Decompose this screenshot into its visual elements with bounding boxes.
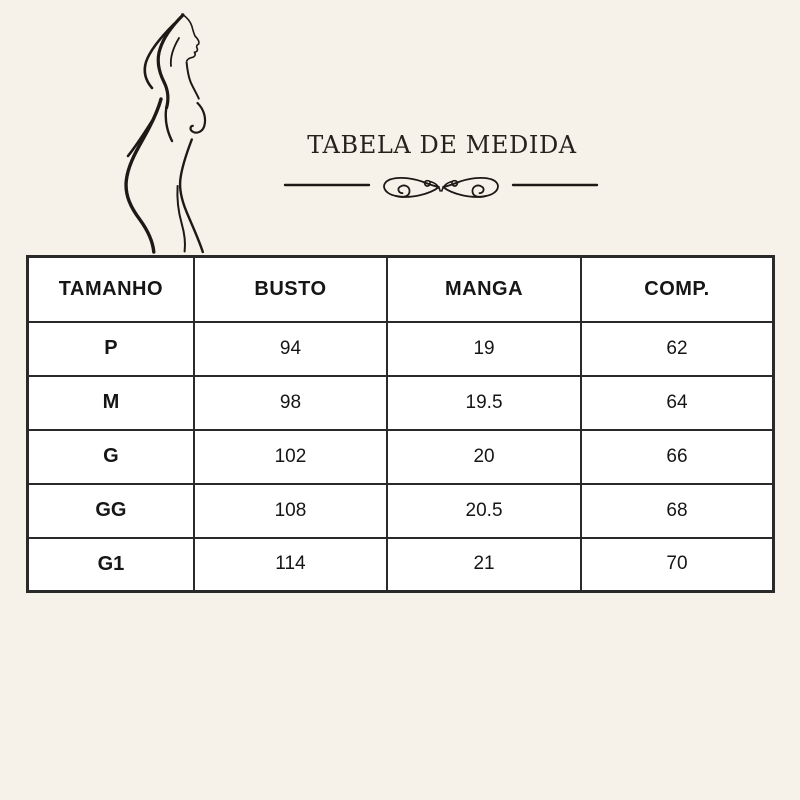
divider-left-spiral <box>395 184 411 198</box>
cell-comp: 62 <box>580 320 775 377</box>
cell-busto: 114 <box>192 536 389 593</box>
divider-center-right-curl <box>441 179 459 192</box>
cell-size: M <box>26 374 195 431</box>
cell-manga: 20 <box>386 428 582 485</box>
face-profile-stroke <box>181 13 200 62</box>
cell-manga: 21 <box>386 536 582 593</box>
hair-lower-stroke <box>164 108 174 143</box>
hair-main-stroke <box>156 13 185 110</box>
divider-right-loop <box>442 176 499 198</box>
page-title: TABELA DE MEDIDA <box>307 131 577 159</box>
inner-leg-stroke <box>176 185 187 253</box>
cell-size: G1 <box>26 536 195 593</box>
size-table: TAMANHO BUSTO MANGA COMP. P 94 19 62 M 9… <box>26 255 775 593</box>
table-row-p: P 94 19 62 <box>26 320 775 377</box>
front-torso-leg-stroke <box>178 138 204 254</box>
cell-busto: 108 <box>192 482 389 539</box>
cell-comp: 70 <box>580 536 775 593</box>
divider-right-spiral <box>471 184 487 198</box>
table-row-g1: G1 114 21 70 <box>26 536 775 593</box>
divider-center-left-curl <box>423 179 441 192</box>
table-row-gg: GG 108 20.5 68 <box>26 482 775 539</box>
table-row-m: M 98 19.5 64 <box>26 374 775 431</box>
table-header-row: TAMANHO BUSTO MANGA COMP. <box>26 255 775 323</box>
cell-size: G <box>26 428 195 485</box>
cell-comp: 64 <box>580 374 775 431</box>
column-header-tamanho: TAMANHO <box>26 255 195 323</box>
neck-chest-stroke <box>185 61 200 100</box>
table-row-g: G 102 20 66 <box>26 428 775 485</box>
cell-busto: 102 <box>192 428 389 485</box>
breast-stroke <box>189 101 207 134</box>
column-header-manga: MANGA <box>386 255 582 323</box>
cell-manga: 19.5 <box>386 374 582 431</box>
woman-silhouette-illustration <box>124 13 207 254</box>
flourish-divider-icon <box>283 176 599 198</box>
cell-size: P <box>26 320 195 377</box>
cell-comp: 68 <box>580 482 775 539</box>
hair-inner-stroke <box>169 37 180 67</box>
column-header-busto: BUSTO <box>192 255 389 323</box>
cell-busto: 94 <box>192 320 389 377</box>
back-leg-stroke <box>124 97 163 254</box>
cell-size: GG <box>26 482 195 539</box>
column-header-comp: COMP. <box>580 255 775 323</box>
cell-manga: 20.5 <box>386 482 582 539</box>
hair-outer-stroke <box>143 22 176 90</box>
divider-left-loop <box>383 176 440 198</box>
cell-manga: 19 <box>386 320 582 377</box>
cell-comp: 66 <box>580 428 775 485</box>
cell-busto: 98 <box>192 374 389 431</box>
